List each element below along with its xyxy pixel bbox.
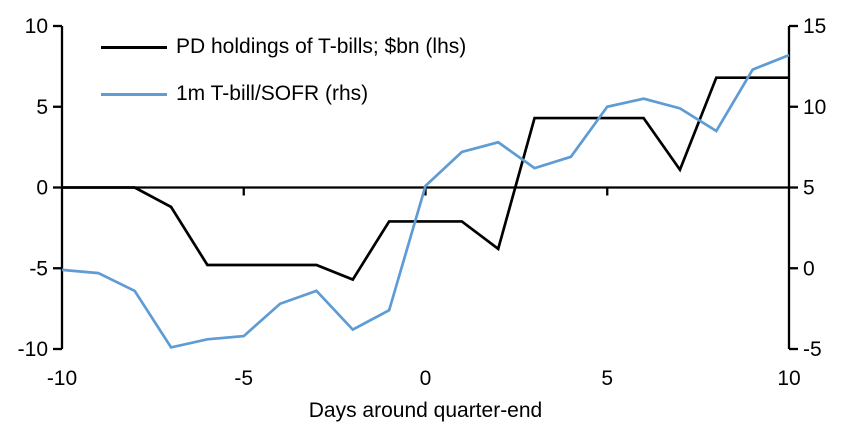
legend-label-tbill-sofr: 1m T-bill/SOFR (rhs) (176, 82, 369, 105)
legend-label-pd-holdings: PD holdings of T-bills; $bn (lhs) (176, 35, 467, 58)
right-axis-tick-label: 10 (803, 96, 826, 119)
x-axis-tick-label: 10 (777, 367, 800, 390)
left-axis-tick-label: 0 (36, 177, 48, 200)
left-axis-tick-label: 5 (36, 96, 48, 119)
legend-line-sample-blue (101, 92, 167, 96)
right-axis-tick-label: 0 (803, 257, 815, 280)
right-axis-tick-label: 15 (803, 15, 826, 38)
right-axis-tick-label: -5 (803, 338, 822, 361)
x-axis-title: Days around quarter-end (308, 399, 543, 422)
series-line-tbill-sofr (61, 53, 790, 349)
legend: PD holdings of T-bills; $bn (lhs) 1m T-b… (101, 35, 466, 129)
legend-item-pd-holdings: PD holdings of T-bills; $bn (lhs) (101, 35, 466, 59)
x-axis-tick-label: -10 (47, 367, 77, 390)
right-axis-tick-label: 5 (803, 177, 815, 200)
legend-item-tbill-sofr: 1m T-bill/SOFR (rhs) (101, 82, 466, 106)
x-axis-tick-label: -5 (234, 367, 253, 390)
left-axis-tick-label: -10 (18, 338, 48, 361)
series-line-pd-holdings (62, 76, 789, 282)
x-axis-tick-label: 5 (601, 367, 613, 390)
left-axis-tick-label: -5 (29, 257, 48, 280)
left-axis-tick-label: 10 (25, 15, 48, 38)
x-axis-tick-label: 0 (420, 367, 432, 390)
legend-line-sample-black (101, 45, 167, 49)
